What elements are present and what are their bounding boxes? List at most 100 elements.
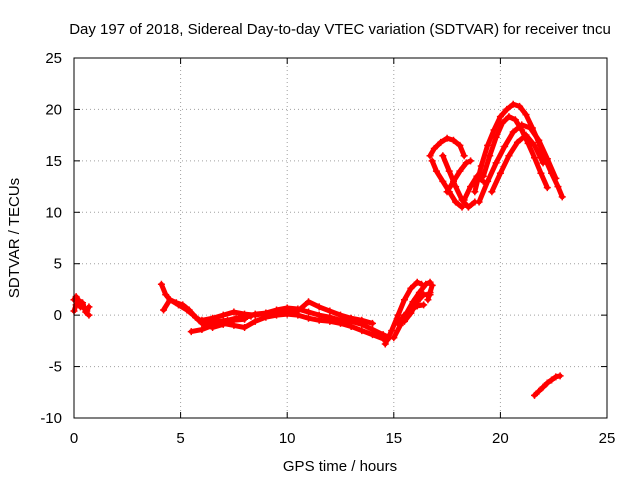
data-point bbox=[452, 198, 460, 206]
series-arc-18 bbox=[479, 113, 551, 192]
data-point bbox=[160, 306, 168, 314]
data-point bbox=[407, 284, 415, 292]
data-point bbox=[420, 291, 428, 299]
data-point bbox=[445, 167, 453, 175]
data-point bbox=[552, 373, 560, 381]
data-point bbox=[209, 321, 217, 329]
data-point bbox=[449, 136, 457, 144]
data-point bbox=[198, 326, 206, 334]
data-point bbox=[488, 188, 496, 196]
x-tick-label: 10 bbox=[279, 430, 296, 447]
data-point bbox=[219, 319, 227, 327]
data-point bbox=[456, 141, 464, 149]
data-point bbox=[283, 307, 291, 315]
data-point bbox=[368, 319, 376, 327]
data-point bbox=[209, 314, 217, 322]
data-point bbox=[400, 296, 408, 304]
data-point bbox=[326, 307, 334, 315]
data-point bbox=[443, 188, 451, 196]
data-point bbox=[556, 372, 564, 380]
data-point bbox=[381, 340, 389, 348]
data-point bbox=[368, 326, 376, 334]
y-axis-label: SDTVAR / TECUs bbox=[6, 178, 23, 298]
data-point bbox=[539, 383, 547, 391]
data-point bbox=[187, 328, 195, 336]
data-point bbox=[458, 203, 466, 211]
data-point bbox=[432, 167, 440, 175]
data-point bbox=[543, 155, 551, 163]
series-arc-14 bbox=[428, 157, 466, 211]
data-point bbox=[358, 316, 366, 324]
data-point bbox=[82, 308, 90, 316]
data-point bbox=[428, 281, 436, 289]
data-point bbox=[407, 309, 415, 317]
data-point bbox=[539, 159, 547, 167]
data-point bbox=[174, 301, 182, 309]
data-point bbox=[326, 313, 334, 321]
data-point bbox=[241, 313, 249, 321]
data-point bbox=[531, 141, 539, 149]
data-point bbox=[85, 311, 93, 319]
data-point bbox=[305, 314, 313, 322]
data-point bbox=[426, 152, 434, 160]
data-point bbox=[439, 152, 447, 160]
data-point bbox=[543, 379, 551, 387]
data-point bbox=[449, 177, 457, 185]
data-point bbox=[413, 298, 421, 306]
data-point bbox=[443, 134, 451, 142]
x-tick-label: 15 bbox=[385, 430, 402, 447]
data-point bbox=[162, 291, 170, 299]
data-point bbox=[526, 124, 534, 132]
x-tick-label: 0 bbox=[70, 430, 78, 447]
data-point bbox=[413, 278, 421, 286]
data-point bbox=[548, 376, 556, 384]
data-point bbox=[452, 183, 460, 191]
data-point bbox=[503, 105, 511, 113]
data-point bbox=[535, 136, 543, 144]
x-tick-label: 25 bbox=[599, 430, 616, 447]
data-point bbox=[490, 126, 498, 134]
data-point bbox=[390, 334, 398, 342]
data-point bbox=[241, 323, 249, 331]
data-point bbox=[460, 196, 468, 204]
y-tick-label: 20 bbox=[45, 101, 62, 118]
data-point bbox=[467, 183, 475, 191]
data-point bbox=[230, 321, 238, 329]
data-point bbox=[388, 327, 396, 335]
data-point bbox=[492, 133, 500, 141]
data-point bbox=[460, 152, 468, 160]
data-point bbox=[552, 174, 560, 182]
data-point bbox=[219, 311, 227, 319]
data-point bbox=[522, 131, 530, 139]
data-point bbox=[305, 298, 313, 306]
data-point bbox=[518, 121, 526, 129]
data-point bbox=[554, 183, 562, 191]
data-point bbox=[422, 280, 430, 288]
data-point bbox=[492, 159, 500, 167]
y-tick-label: 10 bbox=[45, 204, 62, 221]
data-point bbox=[198, 316, 206, 324]
series-arc-22 bbox=[531, 372, 564, 399]
y-tick-label: -10 bbox=[40, 410, 62, 427]
data-point bbox=[379, 331, 387, 339]
data-point bbox=[535, 387, 543, 395]
x-tick-labels: 0 5 10 15 20 25 bbox=[70, 430, 616, 447]
data-point bbox=[420, 301, 428, 309]
data-point bbox=[499, 119, 507, 127]
y-tick-labels: -10 -5 0 5 10 15 20 25 bbox=[40, 50, 62, 427]
data-point bbox=[189, 311, 197, 319]
y-tick-label: 25 bbox=[45, 50, 62, 67]
data-point bbox=[430, 145, 438, 153]
series-trace bbox=[476, 122, 559, 205]
data-point bbox=[251, 310, 259, 318]
data-point bbox=[424, 296, 432, 304]
series-arc-8 bbox=[381, 278, 426, 348]
data-point bbox=[462, 159, 470, 167]
data-point bbox=[337, 311, 344, 319]
data-point bbox=[537, 169, 545, 177]
data-point bbox=[464, 203, 472, 211]
data-point bbox=[415, 289, 423, 297]
data-point bbox=[471, 188, 479, 196]
series-trace bbox=[440, 153, 478, 210]
